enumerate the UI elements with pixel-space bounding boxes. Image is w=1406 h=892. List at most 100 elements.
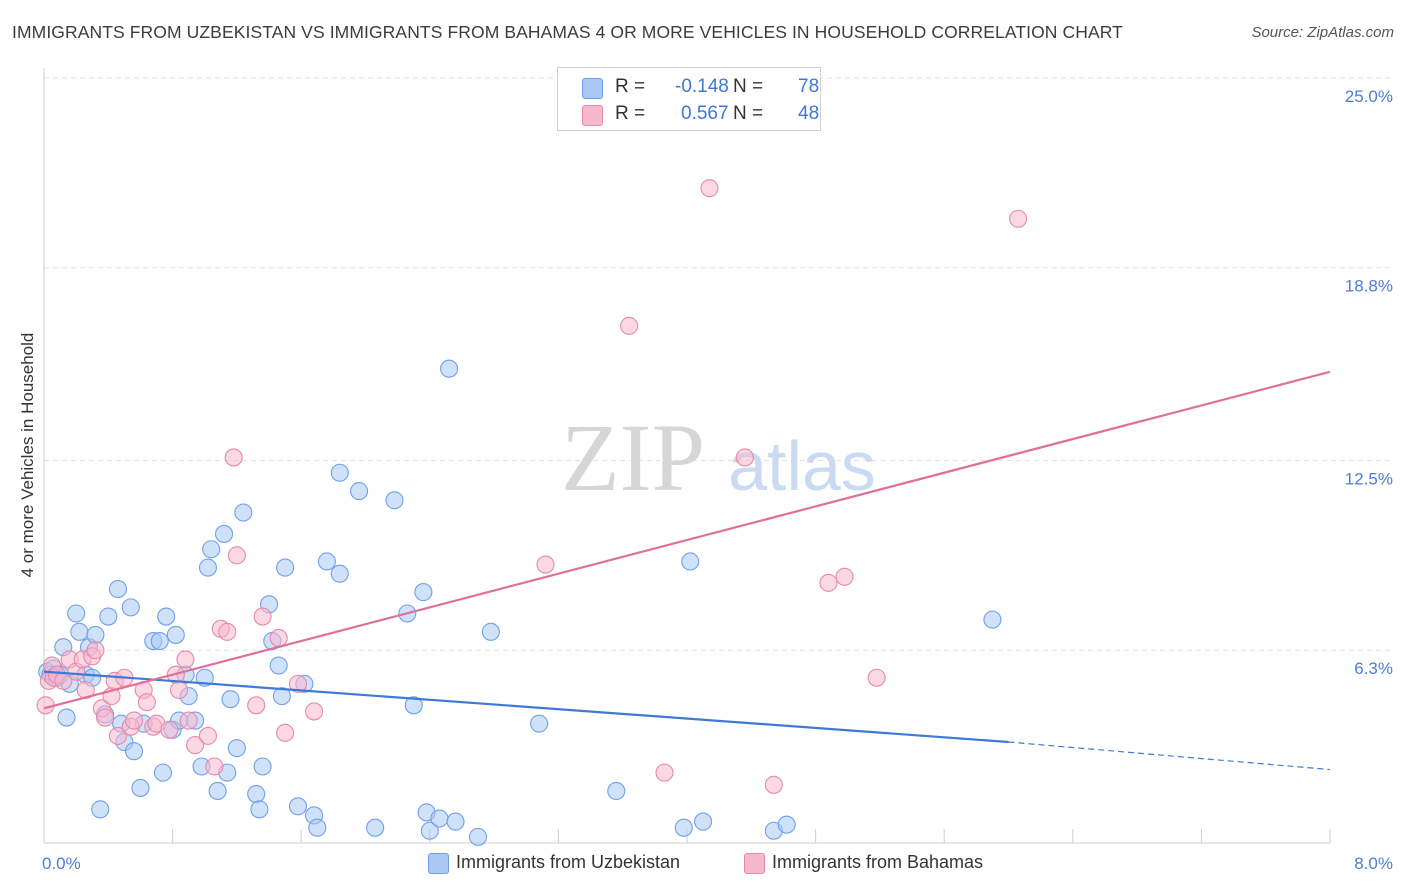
data-point xyxy=(276,723,295,742)
legend-n-label: N = xyxy=(733,103,764,124)
x-tick-labels: 0.0% 8.0% xyxy=(42,854,1393,873)
data-point xyxy=(700,179,719,198)
trend-line-uzbekistan-extrapolated xyxy=(1008,741,1331,771)
x-tick-label: 0.0% xyxy=(42,854,81,873)
data-point xyxy=(288,674,308,693)
legend-n-value: 48 xyxy=(798,103,820,124)
data-point xyxy=(446,812,465,831)
data-point xyxy=(86,625,105,644)
y-tick-label: 18.8% xyxy=(1345,277,1393,296)
data-point xyxy=(430,809,449,828)
data-point xyxy=(330,564,349,583)
data-point xyxy=(166,625,185,644)
data-point xyxy=(983,610,1002,629)
data-point xyxy=(198,558,218,577)
data-point xyxy=(131,778,150,797)
trend-lines xyxy=(43,370,1331,771)
data-point xyxy=(86,641,105,660)
data-point xyxy=(234,503,253,522)
data-point xyxy=(620,316,639,335)
legend-r-value: 0.567 xyxy=(681,103,729,124)
data-point xyxy=(764,775,783,794)
data-point xyxy=(221,690,240,709)
legend-swatch-bahamas xyxy=(582,105,603,126)
data-point xyxy=(272,687,291,706)
source-label: Source: ZipAtlas.com xyxy=(1251,24,1394,41)
y-tick-label: 12.5% xyxy=(1345,470,1393,489)
data-point xyxy=(224,448,243,467)
data-point xyxy=(214,524,234,543)
watermark-zip: ZIP xyxy=(561,404,705,511)
data-point xyxy=(468,827,488,846)
data-point xyxy=(153,763,173,782)
data-point xyxy=(385,491,404,510)
watermark: ZIP atlas xyxy=(561,404,876,511)
data-point xyxy=(70,622,89,641)
grid-lines xyxy=(44,77,1393,651)
data-point xyxy=(317,552,336,571)
data-point xyxy=(108,579,127,599)
y-tick-label: 6.3% xyxy=(1354,659,1393,678)
bottom-legend-label-bahamas: Immigrants from Bahamas xyxy=(772,852,984,872)
data-point xyxy=(253,607,272,626)
legend-swatch-uzbekistan xyxy=(582,78,603,99)
trend-line-bahamas xyxy=(43,370,1331,710)
data-point xyxy=(91,800,110,819)
data-point xyxy=(108,726,127,745)
data-point xyxy=(269,628,288,648)
data-point xyxy=(96,708,115,727)
data-point xyxy=(288,797,308,816)
data-point xyxy=(735,448,754,467)
legend-n-label: N = xyxy=(733,76,764,97)
x-tick-label: 8.0% xyxy=(1354,854,1393,873)
data-point xyxy=(777,815,796,834)
data-point xyxy=(269,656,288,675)
chart-title: IMMIGRANTS FROM UZBEKISTAN VS IMMIGRANTS… xyxy=(12,22,1123,42)
legend-r-label: R = xyxy=(615,103,646,124)
data-point xyxy=(57,708,76,727)
legend-r-label: R = xyxy=(615,76,646,97)
data-point xyxy=(440,359,459,378)
bottom-legend-swatch-bahamas xyxy=(744,853,765,874)
series-bahamas-points xyxy=(36,179,1028,794)
data-point xyxy=(366,818,385,837)
data-point xyxy=(835,567,854,586)
data-point xyxy=(305,702,324,721)
data-point xyxy=(276,558,295,577)
data-point xyxy=(536,555,555,574)
data-point xyxy=(137,693,156,712)
data-point xyxy=(176,650,195,669)
data-point xyxy=(198,726,218,745)
y-tick-label: 25.0% xyxy=(1345,87,1393,106)
bottom-legend-label-uzbekistan: Immigrants from Uzbekistan xyxy=(456,852,681,872)
data-point xyxy=(205,757,224,776)
data-point xyxy=(218,622,237,641)
data-point xyxy=(694,812,713,831)
data-point xyxy=(420,821,439,840)
data-point xyxy=(681,552,700,571)
data-point xyxy=(530,714,549,733)
data-point xyxy=(150,631,169,651)
data-point xyxy=(674,818,693,837)
data-point xyxy=(1009,209,1028,228)
data-point xyxy=(481,622,500,641)
data-point xyxy=(330,463,349,482)
correlation-legend: R = -0.148 N = 78 R = 0.567 N = 48 xyxy=(557,67,821,131)
data-point xyxy=(208,781,227,801)
data-point xyxy=(308,818,327,837)
data-point xyxy=(867,668,886,687)
data-point xyxy=(124,742,144,761)
data-point xyxy=(414,583,433,602)
watermark-atlas: atlas xyxy=(728,427,876,505)
legend-r-value: -0.148 xyxy=(675,76,729,97)
data-point xyxy=(247,784,266,804)
legend-n-value: 78 xyxy=(798,76,820,97)
data-point xyxy=(227,546,246,565)
y-tick-labels: 6.3% 12.5% 18.8% 25.0% xyxy=(1345,87,1393,678)
data-point xyxy=(607,781,626,801)
data-point xyxy=(67,604,86,623)
data-point xyxy=(819,573,838,592)
data-point xyxy=(250,800,269,819)
data-point xyxy=(169,680,189,700)
